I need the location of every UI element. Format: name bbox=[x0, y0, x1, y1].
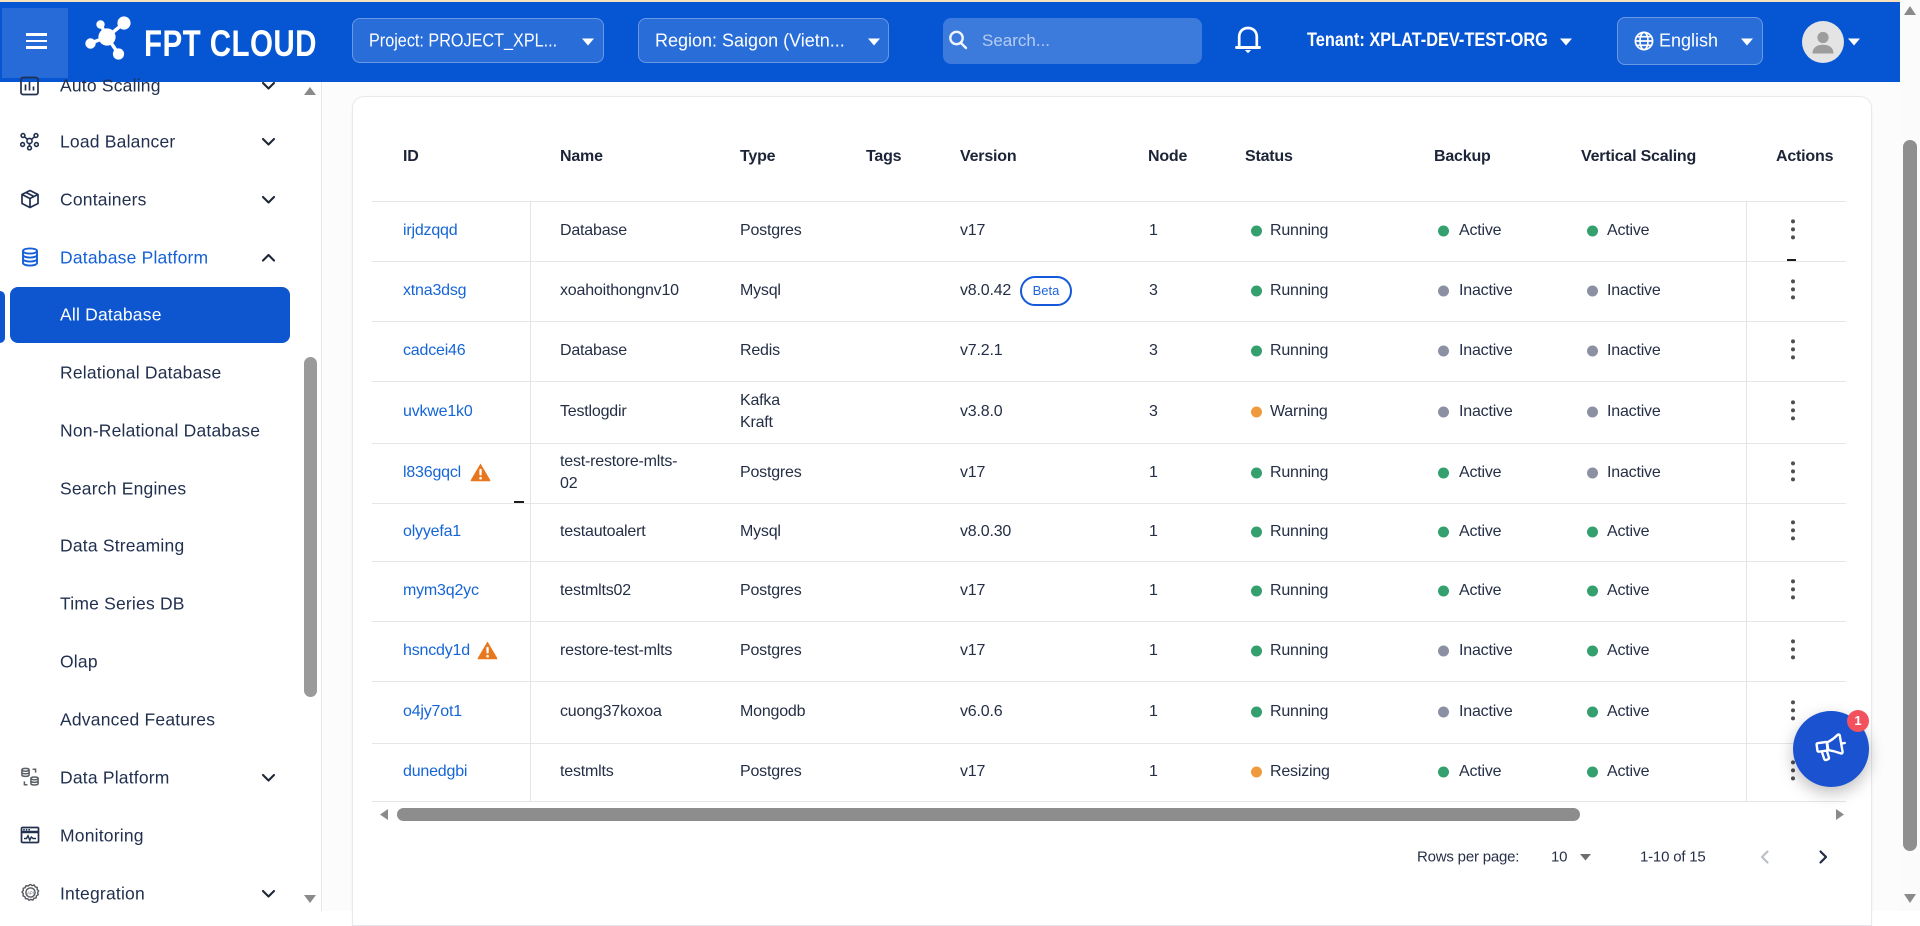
svg-text:API: API bbox=[27, 890, 34, 895]
